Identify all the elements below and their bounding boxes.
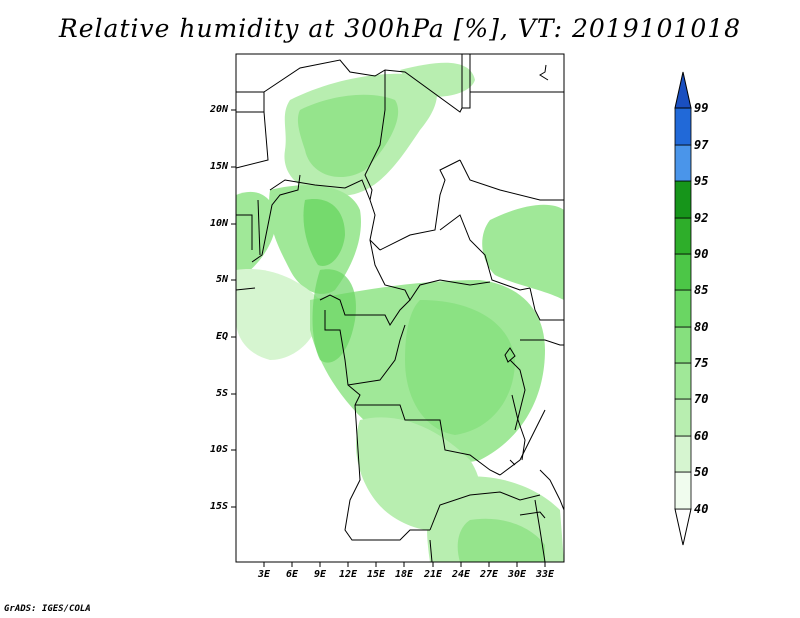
colorbar-label-70: 70 <box>694 392 709 406</box>
humidity-region-congo-core <box>405 300 515 435</box>
colorbar-label-75: 75 <box>694 356 709 370</box>
humidity-region-northeast <box>400 62 475 97</box>
lon-label-21e: 21E <box>423 569 443 580</box>
lat-label-10s: 10S <box>209 444 228 455</box>
colorbar-label-50: 50 <box>694 465 709 479</box>
colorbar-label-90: 90 <box>694 247 709 261</box>
lon-label-27e: 27E <box>479 569 499 580</box>
colorbar-bin-70 <box>674 362 692 400</box>
colorbar-label-97: 97 <box>694 138 709 152</box>
colorbar-bin-60 <box>674 398 692 437</box>
lat-label-10n: 10N <box>209 218 228 229</box>
map-frame <box>235 53 565 563</box>
lon-label-30e: 30E <box>507 569 527 580</box>
lat-label-5n: 5N <box>215 274 228 285</box>
colorbar-label-92: 92 <box>694 211 709 225</box>
humidity-region-southeast-core <box>457 518 545 562</box>
lat-label-15n: 15N <box>209 161 228 172</box>
colorbar-upper-triangle <box>674 71 692 109</box>
colorbar-bin-40 <box>674 471 692 510</box>
humidity-field <box>236 62 564 562</box>
colorbar-bin-75 <box>674 326 692 364</box>
humidity-region-east <box>482 204 564 300</box>
colorbar <box>674 71 692 546</box>
lon-label-15e: 15E <box>366 569 386 580</box>
colorbar-bin-97 <box>674 107 692 146</box>
lon-label-6e: 6E <box>285 569 299 580</box>
grads-credit: GrADS: IGES/COLA <box>4 604 91 614</box>
colorbar-label-95: 95 <box>694 174 709 188</box>
colorbar-bin-80 <box>674 289 692 328</box>
lat-label-15s: 15S <box>209 501 228 512</box>
humidity-region-north-core <box>297 94 399 178</box>
lon-label-18e: 18E <box>394 569 414 580</box>
lon-label-24e: 24E <box>451 569 471 580</box>
humidity-region-cameroon-core <box>303 199 345 266</box>
colorbar-bin-92 <box>674 180 692 219</box>
colorbar-label-40: 40 <box>694 502 709 516</box>
lon-label-12e: 12E <box>338 569 358 580</box>
humidity-region-gabon <box>312 269 356 363</box>
lon-label-3e: 3E <box>257 569 271 580</box>
humidity-region-west <box>236 191 276 280</box>
colorbar-bin-95 <box>674 144 692 182</box>
colorbar-bin-50 <box>674 435 692 473</box>
lon-label-9e: 9E <box>313 569 327 580</box>
lat-label-eq: EQ <box>215 331 228 342</box>
colorbar-label-99: 99 <box>694 101 709 115</box>
lat-label-20n: 20N <box>209 104 228 115</box>
axis-ticks <box>231 109 546 567</box>
colorbar-label-60: 60 <box>694 429 709 443</box>
map-title: Relative humidity at 300hPa [%], VT: 201… <box>58 14 742 43</box>
lon-label-33e: 33E <box>535 569 555 580</box>
colorbar-lower-triangle <box>674 508 692 546</box>
colorbar-bin-85 <box>674 253 692 291</box>
humidity-region-gulf <box>236 269 321 360</box>
colorbar-label-80: 80 <box>694 320 709 334</box>
lat-label-5s: 5S <box>215 388 228 399</box>
country-boundaries <box>236 54 564 562</box>
colorbar-label-85: 85 <box>694 283 709 297</box>
colorbar-bin-90 <box>674 217 692 255</box>
